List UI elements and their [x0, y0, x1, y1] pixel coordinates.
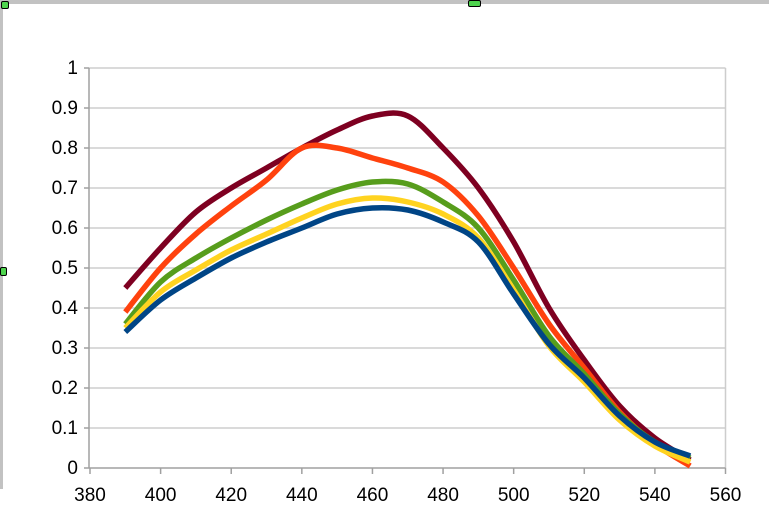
- x-tick-label: 400: [145, 485, 177, 506]
- x-tick-label: 480: [427, 485, 459, 506]
- x-tick-label: 560: [710, 485, 742, 506]
- y-tick-label: 0.9: [52, 98, 78, 119]
- selection-handle-top-center[interactable]: [468, 0, 481, 7]
- x-tick-label: 540: [639, 485, 671, 506]
- x-tick-label: 500: [498, 485, 530, 506]
- y-tick-label: 1: [67, 58, 78, 79]
- y-tick-label: 0.2: [52, 378, 78, 399]
- window-edge-top: [0, 0, 769, 4]
- x-tick-label: 520: [568, 485, 600, 506]
- selection-handle-top-left[interactable]: [1, 1, 9, 9]
- y-tick-label: 0.4: [52, 298, 79, 319]
- y-tick-label: 0: [67, 458, 78, 479]
- y-tick-label: 0.1: [52, 418, 78, 439]
- y-tick-label: 0.5: [52, 258, 78, 279]
- x-tick-label: 380: [74, 485, 106, 506]
- series-line-dark-red[interactable]: [123, 110, 692, 463]
- y-tick-label: 0.8: [52, 138, 78, 159]
- y-tick-label: 0.3: [52, 338, 78, 359]
- y-tick-label: 0.7: [52, 178, 78, 199]
- series-line-orange[interactable]: [123, 142, 692, 469]
- selection-handle-left-center[interactable]: [0, 267, 7, 276]
- x-tick-label: 420: [215, 485, 247, 506]
- x-tick-label: 460: [357, 485, 389, 506]
- series-line-yellow[interactable]: [123, 195, 692, 465]
- y-tick-label: 0.6: [52, 218, 78, 239]
- series-line-blue[interactable]: [123, 204, 692, 459]
- x-tick-label: 440: [286, 485, 318, 506]
- window-edge-left: [0, 0, 3, 489]
